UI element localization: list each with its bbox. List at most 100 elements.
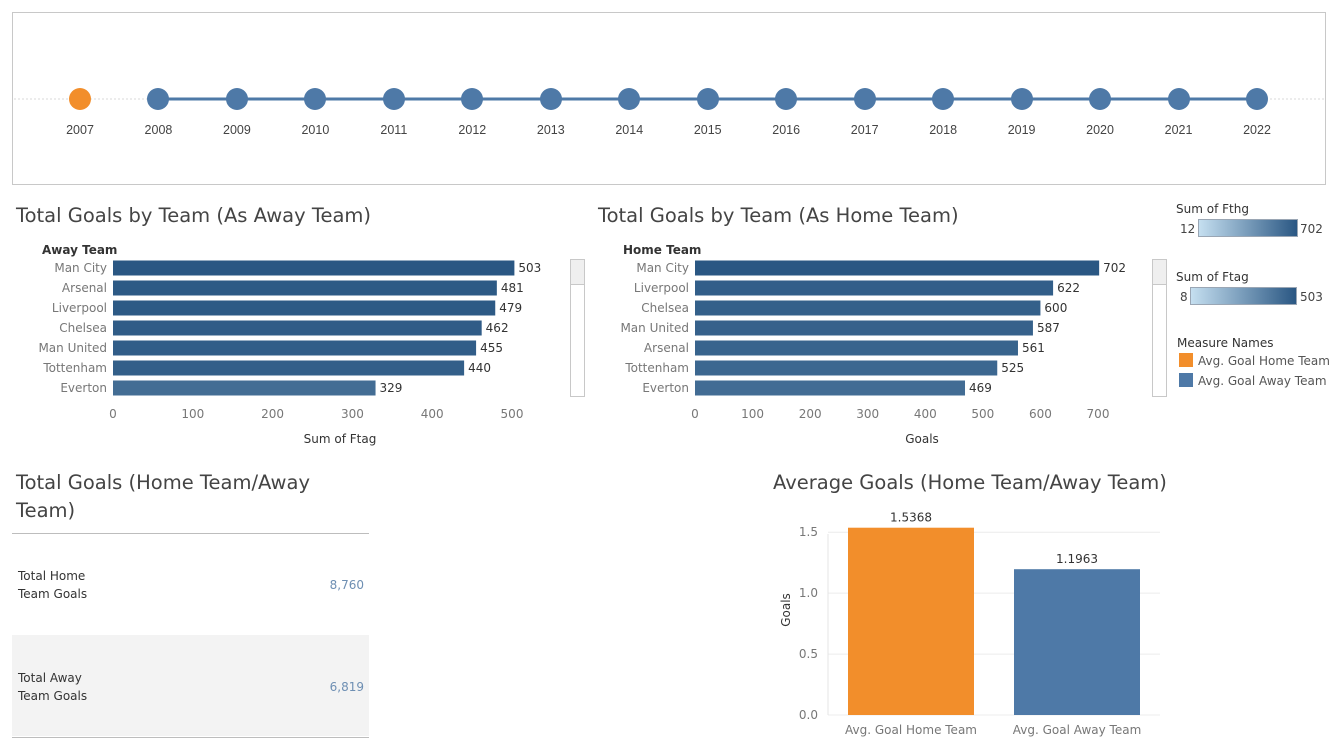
home-category-label: Arsenal: [644, 341, 689, 355]
timeline-year-label[interactable]: 2007: [66, 123, 94, 137]
fthg-color-ramp: [1198, 219, 1298, 237]
avg-y-tick: 1.0: [799, 586, 818, 600]
timeline-point-2007[interactable]: [69, 88, 91, 110]
avg-y-tick: 0.0: [799, 708, 818, 722]
away-goals-chart: Away Team Sum of Ftag Man City 503 Arsenal…: [38, 243, 541, 446]
away-bar[interactable]: [113, 380, 376, 396]
home-bar[interactable]: [695, 320, 1033, 336]
away-category-label: Chelsea: [59, 321, 107, 335]
timeline-year-label[interactable]: 2014: [615, 123, 644, 137]
measure-names-legend-title: Measure Names: [1177, 336, 1274, 350]
home-category-label: Man City: [636, 261, 689, 275]
timeline-year-label[interactable]: 2009: [223, 123, 251, 137]
timeline-point-2020[interactable]: [1089, 88, 1112, 110]
timeline-year-label[interactable]: 2013: [536, 123, 565, 137]
legend-swatch-away[interactable]: [1179, 373, 1193, 387]
timeline-point-2016[interactable]: [775, 88, 798, 110]
timeline-year-label[interactable]: 2016: [772, 123, 801, 137]
home-row-header: Home Team: [623, 243, 701, 257]
timeline-point-2015[interactable]: [696, 88, 719, 110]
home-value-label: 587: [1037, 321, 1060, 335]
timeline-year-label[interactable]: 2020: [1086, 123, 1114, 137]
legend-item-home[interactable]: Avg. Goal Home Team: [1198, 354, 1330, 368]
avg-bar[interactable]: [1014, 569, 1140, 715]
home-value-label: 525: [1001, 361, 1024, 375]
timeline-point-2014[interactable]: [618, 88, 641, 110]
timeline-year-label[interactable]: 2011: [380, 123, 408, 137]
avg-value-label: 1.5368: [890, 511, 932, 525]
total-home-label: Total Home Team Goals: [18, 567, 87, 603]
home-bar[interactable]: [695, 300, 1041, 316]
timeline-svg: [14, 97, 1324, 101]
avg-y-tick: 1.5: [799, 525, 818, 539]
timeline-year-label[interactable]: 2018: [929, 123, 958, 137]
away-category-label: Tottenham: [42, 361, 107, 375]
timeline-year-label[interactable]: 2022: [1243, 123, 1271, 137]
home-value-label: 702: [1103, 261, 1126, 275]
avg-chart-title: Average Goals (Home Team/Away Team): [773, 471, 1167, 494]
home-bar[interactable]: [695, 380, 966, 396]
home-chart-title: Total Goals by Team (As Home Team): [598, 204, 959, 227]
away-value-label: 479: [499, 301, 522, 315]
away-row-header: Away Team: [42, 243, 117, 257]
timeline-year-label[interactable]: 2019: [1007, 123, 1036, 137]
fthg-legend-min: 12: [1180, 222, 1196, 236]
legend-item-away[interactable]: Avg. Goal Away Team: [1198, 374, 1327, 388]
timeline-point-2017[interactable]: [853, 88, 876, 110]
away-x-axis-label: Sum of Ftag: [304, 432, 377, 446]
away-scroll-thumb[interactable]: [571, 260, 584, 285]
timeline-point-2008[interactable]: [147, 88, 170, 110]
timeline-point-2022[interactable]: [1246, 88, 1268, 110]
away-bar[interactable]: [113, 260, 515, 276]
away-category-label: Arsenal: [62, 281, 107, 295]
timeline-year-label[interactable]: 2010: [301, 123, 330, 137]
away-bar[interactable]: [113, 300, 496, 316]
totals-row-away: [12, 635, 369, 736]
home-bar[interactable]: [695, 260, 1100, 276]
home-x-tick: 300: [856, 407, 879, 421]
home-scroll-thumb[interactable]: [1153, 260, 1166, 285]
away-bar[interactable]: [113, 340, 477, 356]
away-bar[interactable]: [113, 320, 482, 336]
timeline-point-2018[interactable]: [932, 88, 955, 110]
timeline-point-2021[interactable]: [1167, 88, 1190, 110]
timeline-point-2019[interactable]: [1010, 88, 1033, 110]
timeline-point-2010[interactable]: [304, 88, 327, 110]
home-bar[interactable]: [695, 360, 998, 376]
avg-category-label: Avg. Goal Home Team: [845, 723, 977, 737]
timeline-year-label[interactable]: 2012: [458, 123, 487, 137]
timeline-year-label[interactable]: 2008: [144, 123, 173, 137]
ftag-legend-title: Sum of Ftag: [1176, 270, 1249, 284]
home-category-label: Everton: [642, 381, 689, 395]
avg-bar[interactable]: [848, 527, 974, 715]
total-away-value: 6,819: [329, 680, 364, 694]
timeline-point-2013[interactable]: [539, 88, 562, 110]
away-bar[interactable]: [113, 360, 465, 376]
totals-title: Total Goals (Home Team/Away Team): [16, 471, 310, 522]
timeline-year-label[interactable]: 2017: [850, 123, 879, 137]
home-chart-scrollbar[interactable]: [1152, 259, 1167, 397]
timeline-point-2012[interactable]: [461, 88, 484, 110]
timeline-point-2009[interactable]: [225, 88, 248, 110]
timeline-point-2011[interactable]: [382, 88, 405, 110]
home-bar[interactable]: [695, 280, 1054, 296]
ftag-color-ramp: [1190, 287, 1297, 305]
home-category-label: Chelsea: [641, 301, 689, 315]
legend-swatch-home[interactable]: [1179, 353, 1193, 367]
away-bar[interactable]: [113, 280, 497, 296]
away-chart-scrollbar[interactable]: [570, 259, 585, 397]
home-x-tick: 100: [741, 407, 764, 421]
fthg-legend-title: Sum of Fthg: [1176, 202, 1249, 216]
away-value-label: 455: [480, 341, 503, 355]
timeline-year-label[interactable]: 2015: [693, 123, 722, 137]
home-goals-chart: Home Team Goals Man City 702 Liverpool 622 C…: [620, 243, 1126, 446]
home-x-axis-label: Goals: [905, 432, 939, 446]
away-chart-title: Total Goals by Team (As Away Team): [16, 204, 371, 227]
home-bar[interactable]: [695, 340, 1018, 356]
timeline-year-label[interactable]: 2021: [1164, 123, 1193, 137]
total-away-label: Total Away Team Goals: [18, 669, 87, 705]
totals-top-divider: [12, 533, 369, 534]
fthg-legend-max: 702: [1300, 222, 1323, 236]
away-x-tick: 500: [501, 407, 524, 421]
away-x-tick: 300: [341, 407, 364, 421]
